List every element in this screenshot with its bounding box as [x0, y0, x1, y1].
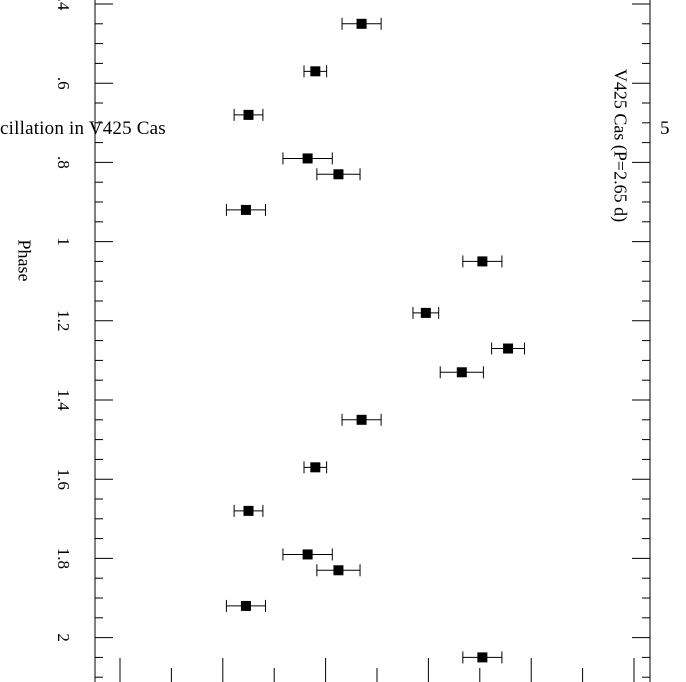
data-point	[302, 549, 313, 560]
page-number: 5	[660, 118, 670, 139]
data-point	[477, 652, 488, 663]
phase-tick-label: 1	[54, 237, 73, 246]
data-point	[356, 18, 367, 29]
data-point	[310, 462, 321, 473]
phase-tick-label: .8	[54, 156, 73, 169]
tick-labels: .6 .8 1 1.2 1.4 1.6 1.8 2 .4	[54, 0, 73, 642]
data-point	[240, 600, 251, 611]
data-point	[356, 414, 367, 425]
data-point	[333, 169, 344, 180]
data-point	[503, 343, 514, 354]
phase-tick-label: .4	[54, 0, 73, 11]
tick-marks	[95, 3, 650, 682]
page-header-text: cillation in V425 Cas	[0, 118, 166, 139]
data-point	[310, 66, 321, 77]
x-axis-label: Phase	[14, 239, 35, 282]
phase-tick-label: .6	[54, 77, 73, 90]
phase-tick-label: 1.8	[54, 548, 73, 569]
data-point	[456, 367, 467, 378]
data-point	[477, 256, 488, 267]
data-point	[420, 307, 431, 318]
phase-tick-label: 2	[54, 633, 73, 642]
data-point	[243, 505, 254, 516]
phase-tick-label: 1.4	[54, 389, 73, 411]
chart-title: V425 Cas (P=2.65 d)	[610, 68, 631, 223]
data-point	[302, 153, 313, 164]
data-point	[333, 565, 344, 576]
data-points	[225, 17, 526, 664]
phase-tick-label: 1.2	[54, 310, 73, 331]
data-point	[243, 109, 254, 120]
axes	[94, 0, 651, 682]
phase-tick-label: 1.6	[54, 469, 73, 490]
data-point	[240, 204, 251, 215]
